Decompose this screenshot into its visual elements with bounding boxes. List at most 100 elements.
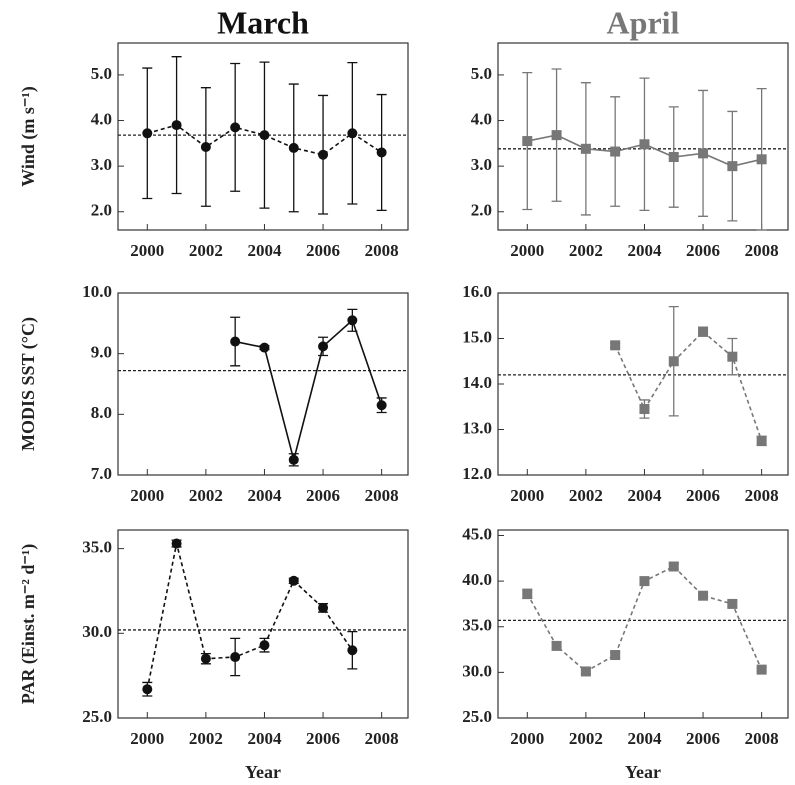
point: [230, 336, 241, 347]
data-line: [235, 318, 383, 464]
point: [288, 575, 299, 586]
point: [610, 146, 621, 157]
y-tick-label: 2.0: [91, 201, 112, 220]
panel-title: April: [607, 4, 680, 40]
point: [698, 326, 709, 337]
plot-frame: [117, 529, 409, 719]
point: [522, 136, 533, 147]
point: [230, 652, 241, 663]
x-tick-label: 2002: [189, 729, 223, 748]
point: [610, 650, 621, 661]
point: [230, 122, 241, 133]
x-tick-label: 2008: [365, 241, 399, 260]
point: [318, 149, 329, 160]
point: [347, 315, 358, 326]
y-tick-label: 3.0: [471, 155, 492, 174]
point: [756, 435, 767, 446]
panel-title: March: [217, 4, 309, 40]
point: [142, 128, 153, 139]
point: [668, 152, 679, 163]
point: [347, 128, 358, 139]
y-tick-label: 9.0: [91, 343, 112, 362]
x-tick-label: 2006: [686, 486, 720, 505]
x-tick-label: 2000: [510, 486, 544, 505]
data-line: [146, 543, 354, 690]
point: [376, 147, 387, 158]
y-tick-label: 40.0: [462, 570, 492, 589]
plot-frame: [497, 529, 789, 719]
x-tick-label: 2006: [306, 729, 340, 748]
x-tick-label: 2002: [189, 486, 223, 505]
x-tick-label: 2006: [686, 241, 720, 260]
x-tick-label: 2008: [365, 486, 399, 505]
point: [756, 664, 767, 675]
y-tick-label: 35.0: [82, 538, 112, 557]
point: [200, 141, 211, 152]
point: [288, 142, 299, 153]
data-line: [614, 330, 763, 442]
x-tick-label: 2004: [247, 241, 282, 260]
y-tick-label: 25.0: [82, 707, 112, 726]
y-tick-label: 5.0: [91, 64, 112, 83]
x-tick-label: 2000: [130, 241, 164, 260]
plot-frame: [117, 292, 409, 476]
point: [639, 404, 650, 415]
point: [668, 356, 679, 367]
y-tick-label: 2.0: [471, 201, 492, 220]
point: [727, 161, 738, 172]
point: [318, 602, 329, 613]
x-tick-label: 2008: [745, 729, 779, 748]
x-tick-label: 2004: [627, 241, 662, 260]
y-tick-label: 35.0: [462, 616, 492, 635]
point: [698, 148, 709, 159]
point: [171, 538, 182, 549]
x-tick-label: 2006: [686, 729, 720, 748]
point: [727, 598, 738, 609]
point: [639, 139, 650, 150]
x-axis-label: Year: [245, 762, 281, 782]
plot-frame: [117, 42, 409, 231]
x-tick-label: 2000: [510, 241, 544, 260]
data-line: [147, 124, 383, 156]
x-tick-label: 2006: [306, 486, 340, 505]
y-tick-label: 16.0: [462, 282, 492, 301]
point: [259, 640, 270, 651]
point: [288, 454, 299, 465]
y-tick-label: 13.0: [462, 418, 492, 437]
y-tick-label: 30.0: [462, 661, 492, 680]
y-tick-label: 5.0: [471, 64, 492, 83]
y-tick-label: 14.0: [462, 373, 492, 392]
y-tick-label: 8.0: [91, 403, 112, 422]
x-tick-label: 2002: [569, 241, 603, 260]
y-axis-label: PAR (Einst. m⁻² d⁻¹): [18, 544, 39, 704]
y-tick-label: 4.0: [471, 109, 492, 128]
x-tick-label: 2004: [247, 486, 282, 505]
point: [551, 640, 562, 651]
y-tick-label: 4.0: [91, 109, 112, 128]
point: [142, 684, 153, 695]
point: [318, 341, 329, 352]
x-tick-label: 2004: [247, 729, 282, 748]
point: [756, 154, 767, 165]
x-tick-label: 2002: [569, 486, 603, 505]
point: [668, 561, 679, 572]
y-tick-label: 3.0: [91, 155, 112, 174]
y-tick-label: 10.0: [82, 282, 112, 301]
point: [200, 653, 211, 664]
point: [698, 590, 709, 601]
point: [522, 588, 533, 599]
point: [551, 130, 562, 141]
y-tick-label: 7.0: [91, 464, 112, 483]
point: [580, 143, 591, 154]
point: [610, 340, 621, 351]
x-tick-label: 2000: [130, 486, 164, 505]
x-tick-label: 2000: [510, 729, 544, 748]
y-tick-label: 12.0: [462, 464, 492, 483]
y-axis-label: MODIS SST (°C): [18, 317, 39, 451]
x-tick-label: 2004: [627, 486, 662, 505]
y-tick-label: 15.0: [462, 327, 492, 346]
plot-frame: [497, 292, 789, 476]
point: [727, 351, 738, 362]
